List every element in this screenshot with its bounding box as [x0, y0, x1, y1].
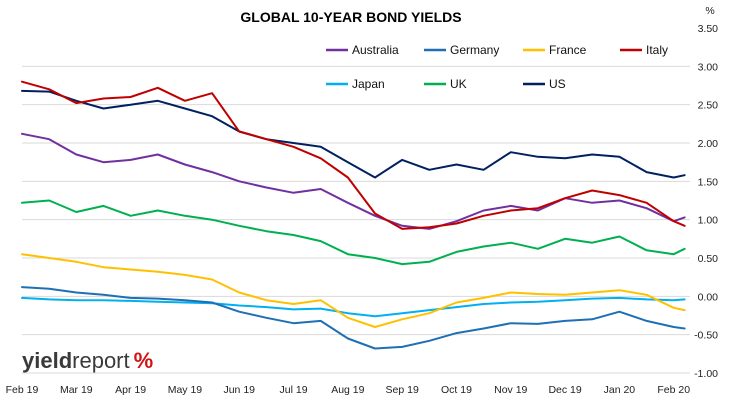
logo-part-report: report [72, 348, 129, 373]
x-tick-label: Oct 19 [441, 384, 472, 396]
x-tick-label: Jun 19 [223, 384, 255, 396]
x-tick-label: Jul 19 [280, 384, 308, 396]
y-tick-label: 3.00 [698, 61, 719, 73]
x-tick-label: Sep 19 [386, 384, 419, 396]
svg-text:yieldreport%: yieldreport% [22, 348, 153, 373]
x-tick-label: Mar 19 [60, 384, 93, 396]
legend-label: France [549, 43, 587, 57]
y-tick-label: 1.00 [698, 215, 719, 227]
series-lines [21, 80, 686, 350]
legend: Australia Germany France Italy Japan UK US [326, 43, 668, 91]
legend-label: Italy [646, 43, 668, 57]
series-line-uk [21, 199, 686, 266]
x-tick-label: Feb 20 [657, 384, 690, 396]
x-tick-label: May 19 [168, 384, 203, 396]
legend-label: Germany [450, 43, 499, 57]
y-tick-label: 3.50 [698, 23, 719, 35]
y-tick-label: 0.50 [698, 253, 719, 265]
y-axis-unit: % [705, 5, 714, 17]
chart-title: GLOBAL 10-YEAR BOND YIELDS [240, 9, 461, 25]
legend-label: Australia [352, 43, 399, 57]
logo-part-percent: % [134, 348, 154, 373]
y-tick-label: 2.00 [698, 138, 719, 150]
x-tick-label: Nov 19 [494, 384, 527, 396]
series-line-france [21, 253, 686, 328]
series-line-australia [21, 132, 686, 230]
x-tick-label: Apr 19 [115, 384, 146, 396]
y-tick-label: -0.50 [694, 330, 718, 342]
series-line-us [21, 89, 686, 179]
x-axis-ticks: Feb 19 Mar 19 Apr 19 May 19 Jun 19 Jul 19 Aug … [6, 384, 691, 396]
y-tick-label: 0.00 [698, 291, 719, 303]
legend-label: US [549, 77, 566, 91]
y-tick-label: 2.50 [698, 100, 719, 112]
gridlines [22, 65, 690, 374]
logo-part-yield: yield [22, 348, 72, 373]
x-tick-label: Aug 19 [331, 384, 364, 396]
y-axis-ticks: 3.50 3.00 2.50 2.00 1.50 1.00 0.50 0.00 -0.50 -1.… [694, 23, 718, 380]
yieldreport-logo: yieldreport% [22, 348, 153, 373]
y-tick-label: -1.00 [694, 368, 718, 380]
legend-label: UK [450, 77, 467, 91]
legend-label: Japan [352, 77, 385, 91]
x-tick-label: Jan 20 [604, 384, 636, 396]
x-tick-label: Feb 19 [6, 384, 39, 396]
x-tick-label: Dec 19 [548, 384, 581, 396]
series-line-germany [21, 286, 686, 350]
y-tick-label: 1.50 [698, 176, 719, 188]
series-line-japan [21, 296, 686, 318]
series-line-italy [21, 80, 686, 230]
